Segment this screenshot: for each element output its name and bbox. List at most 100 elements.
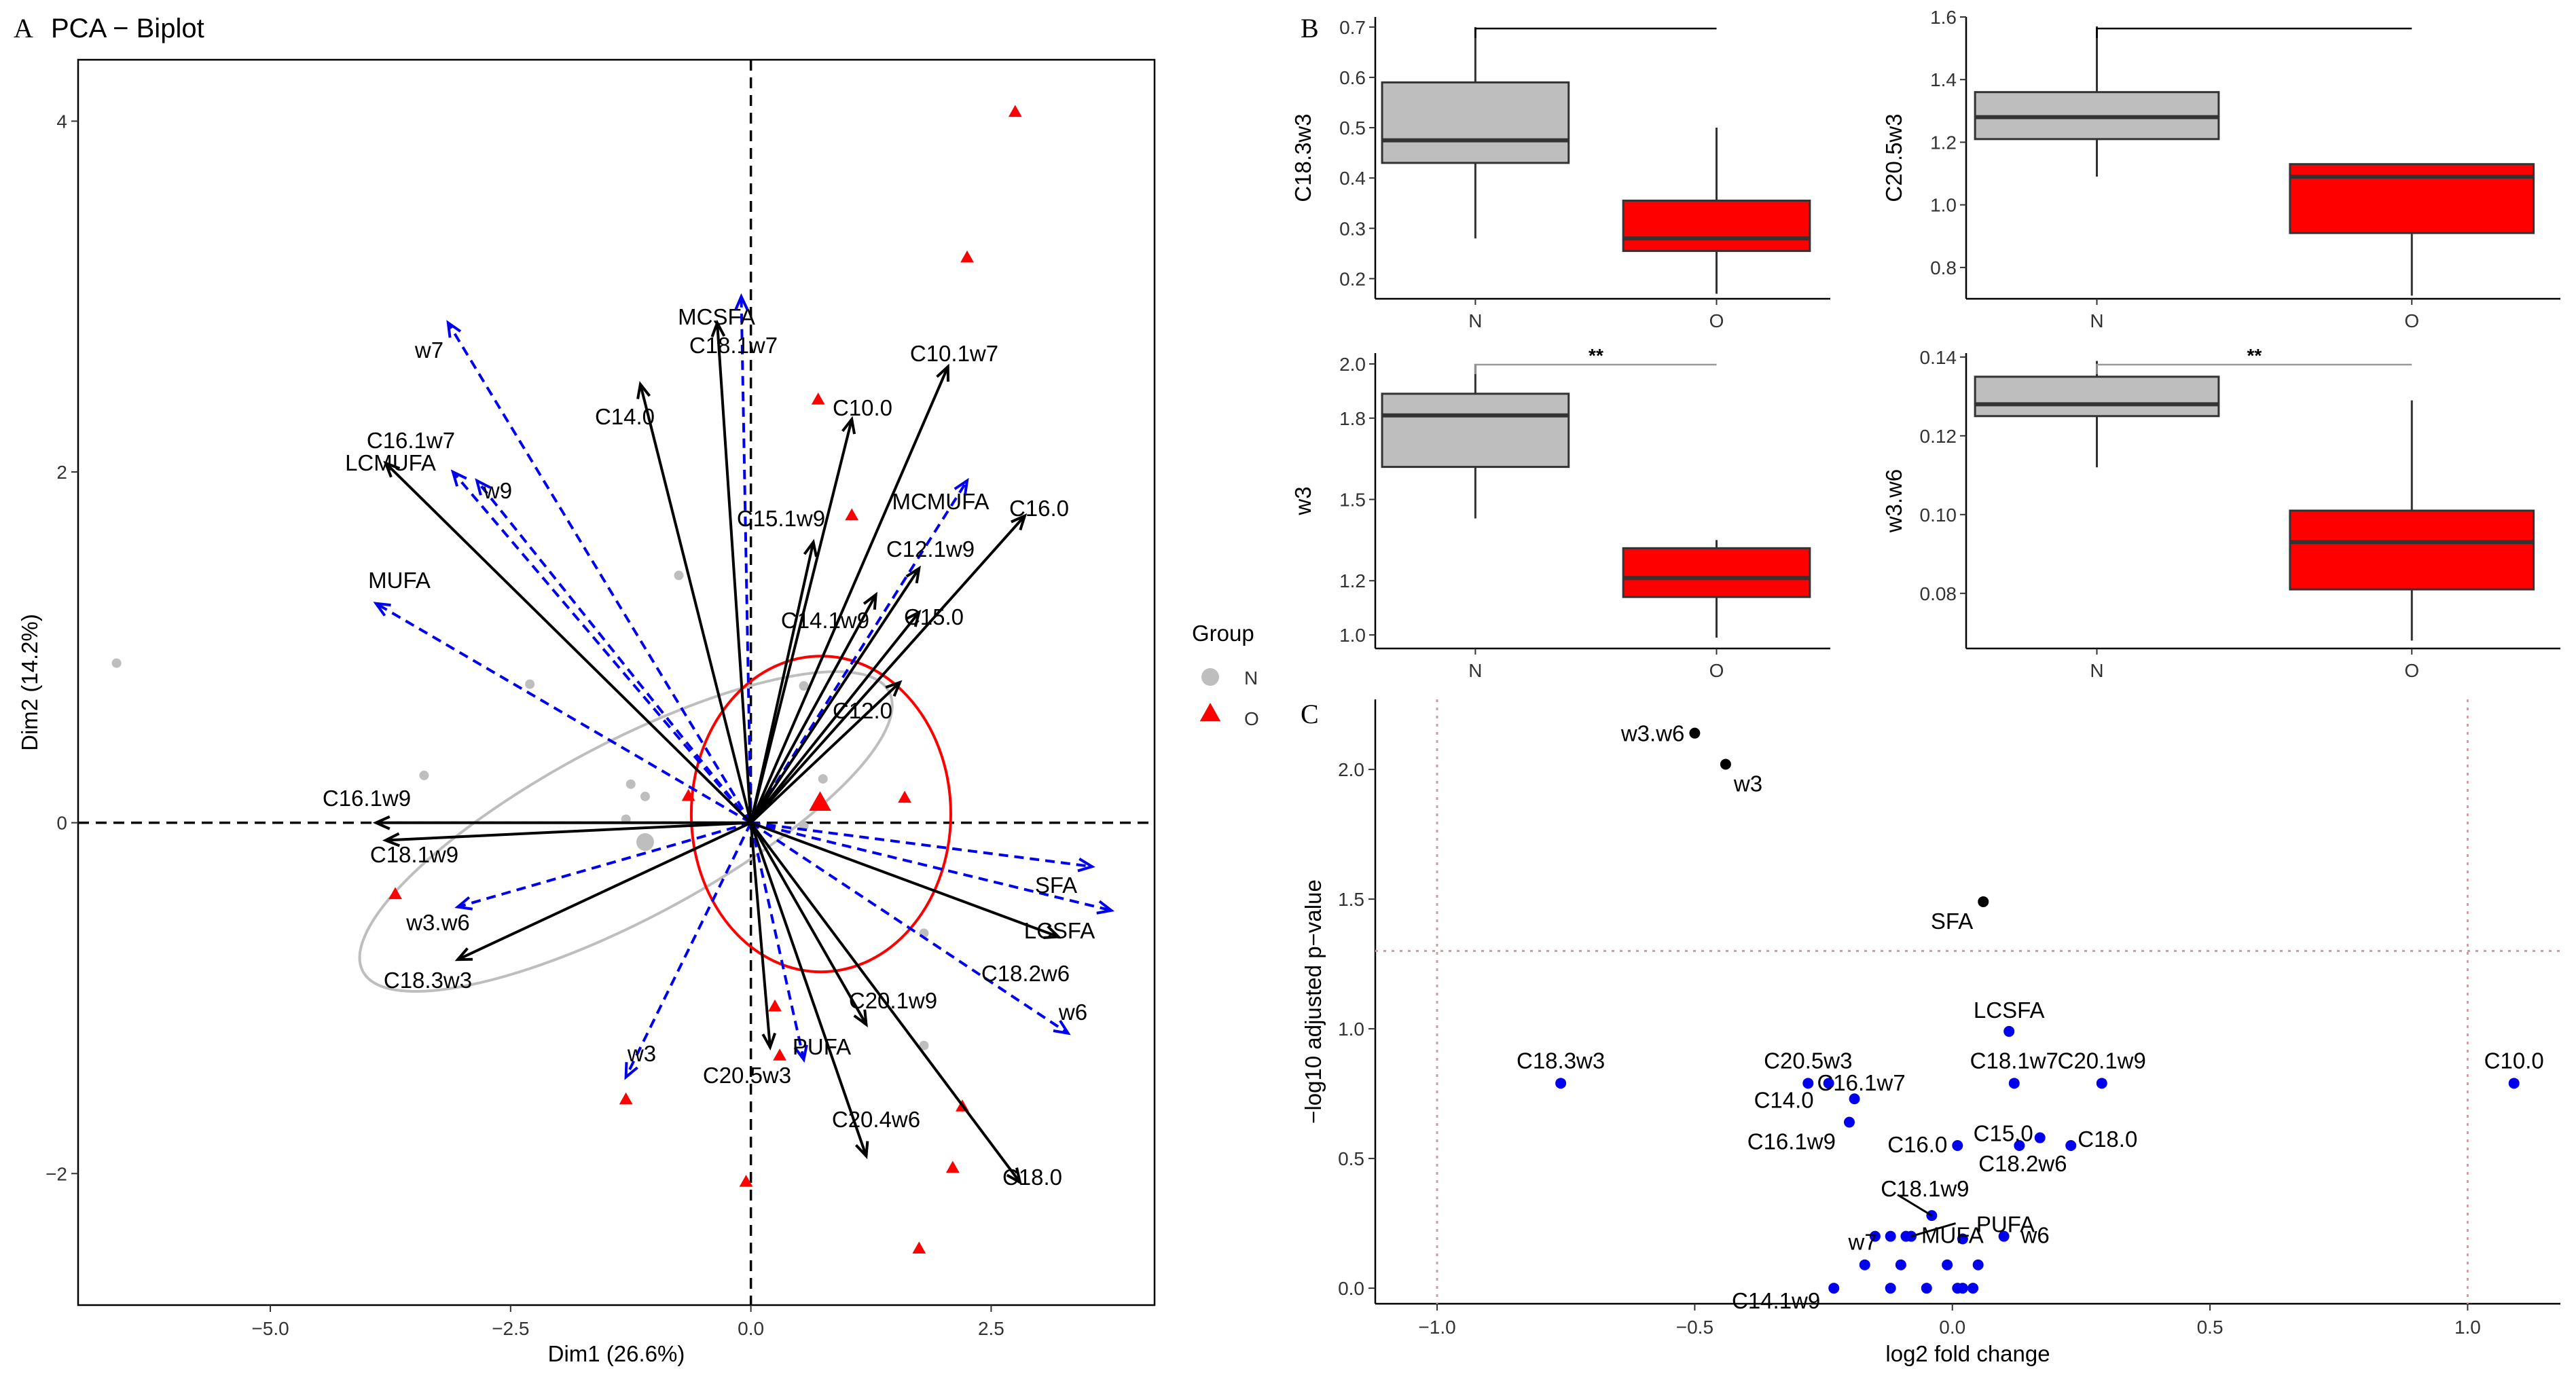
legend-swatch-o	[1199, 703, 1221, 722]
point-o	[945, 1160, 960, 1173]
volcano-point	[1849, 1093, 1860, 1105]
box-n	[1381, 392, 1570, 469]
volcano-label: MUFA	[1921, 1223, 1984, 1248]
volcano-point	[1895, 1259, 1906, 1270]
active-vector	[384, 462, 752, 824]
x-tick-label: −1.0	[1418, 1317, 1455, 1338]
active-arrowhead	[1006, 1167, 1022, 1186]
y-tick-label: 0.4	[1339, 168, 1366, 189]
volcano-label: C16.0	[1887, 1132, 1947, 1157]
volcano-point	[1957, 1283, 1968, 1294]
supp-arrowhead	[734, 293, 749, 311]
x-tick-label: O	[2404, 660, 2419, 681]
active-arrowhead	[885, 680, 903, 697]
volcano-label: C14.0	[1754, 1087, 1814, 1112]
supp-vector-label: MCSFA	[678, 304, 755, 329]
volcano-point	[1823, 1078, 1834, 1089]
volcano-label: C18.1w7	[1970, 1048, 2058, 1073]
y-tick-label: 0.08	[1920, 583, 1957, 604]
significance-bracket	[2096, 363, 2412, 374]
supp-vector	[750, 821, 1093, 868]
active-arrowhead	[905, 566, 921, 584]
plot-frame	[77, 58, 1156, 1306]
supp-arrowhead	[624, 1062, 638, 1080]
y-tick-label: 1.5	[1338, 889, 1364, 910]
volcano-point	[1859, 1259, 1870, 1270]
volcano-label: PUFA	[1976, 1212, 2035, 1237]
volcano-point	[2096, 1078, 2107, 1089]
active-vector-label: C14.0	[595, 404, 655, 429]
active-vector-label: C14.1w9	[781, 608, 869, 633]
point-o	[845, 508, 859, 521]
point-n	[919, 1040, 929, 1050]
x-tick-label: 0.5	[2197, 1317, 2224, 1338]
point-o	[388, 887, 402, 900]
x-tick-label: −2.5	[492, 1318, 529, 1339]
volcano-point	[2014, 1139, 2025, 1151]
y-tick-label: 0.2	[1339, 268, 1366, 289]
centroid-n	[636, 833, 654, 852]
active-vector-label: C18.1w9	[370, 842, 458, 867]
point-o	[912, 1241, 926, 1253]
supp-arrowhead	[475, 478, 491, 496]
point-o	[1008, 105, 1022, 117]
volcano-label: C18.3w3	[1517, 1048, 1605, 1073]
y-tick-label: 0.5	[1339, 117, 1366, 139]
y-tick-label: 2.0	[1339, 354, 1366, 375]
y-tick-label: 1.0	[1338, 1019, 1364, 1040]
volcano-label: C16.1w9	[1747, 1129, 1836, 1154]
volcano-point-significant	[1689, 727, 1701, 739]
point-o	[773, 1048, 786, 1061]
volcano-point	[1555, 1078, 1567, 1089]
y-tick-label: 0.0	[1338, 1278, 1364, 1299]
point-n	[640, 791, 650, 801]
supp-vector	[750, 821, 1069, 1035]
leader-line	[1897, 1194, 1933, 1217]
x-tick-label: N	[2090, 310, 2103, 331]
volcano-label: SFA	[1931, 909, 1973, 934]
active-vector-label: C12.0	[833, 698, 892, 723]
supp-vector-label: w3	[627, 1041, 656, 1066]
box-o	[1622, 199, 1811, 253]
supp-arrowhead	[793, 1044, 808, 1063]
y-tick-label: 0	[56, 813, 67, 834]
active-vector	[750, 515, 1026, 824]
active-arrowhead	[854, 1141, 869, 1160]
volcano-label: C10.0	[2484, 1048, 2544, 1073]
volcano-label: w3.w6	[1620, 721, 1685, 746]
supp-vector-label: LCMUFA	[345, 450, 436, 475]
active-arrowhead	[803, 538, 818, 557]
supp-vector	[452, 471, 752, 824]
volcano-label: C18.1w9	[1881, 1176, 1969, 1201]
x-tick-label: −5.0	[251, 1318, 289, 1339]
y-tick-label: 0.7	[1339, 17, 1366, 38]
supp-vector-label: LCSFA	[1024, 918, 1095, 943]
supp-arrowhead	[1053, 1019, 1071, 1036]
active-vector-label: C20.5w3	[703, 1063, 791, 1088]
legend-label-n: N	[1244, 667, 1258, 689]
pca-biplot-panel: A PCA − Biplot −5.0 −2.5 0.0 2.5 −2 0 2 4 Dim1 (26…	[14, 13, 1156, 1366]
volcano-point	[1967, 1283, 1979, 1294]
active-vector-label: C18.3w3	[384, 968, 472, 993]
x-tick-label: 0.0	[738, 1318, 764, 1339]
y-tick-label: 1.0	[1339, 625, 1366, 646]
volcano-point	[2003, 1025, 2015, 1037]
active-arrowhead	[761, 1032, 777, 1051]
active-vector-label: C16.1w9	[323, 786, 411, 811]
leader-line	[1910, 1222, 1956, 1238]
supp-arrowhead	[1077, 858, 1095, 873]
box-o	[2289, 509, 2535, 591]
volcano-point	[1802, 1078, 1814, 1089]
supp-vector-label: w6	[1058, 1000, 1087, 1025]
volcano-point	[1952, 1139, 1963, 1151]
box-o	[1622, 547, 1811, 598]
active-vector	[750, 681, 901, 824]
y-tick-label: 1.0	[1930, 195, 1957, 216]
active-vector-label: C18.1w7	[689, 333, 778, 358]
volcano-point	[2034, 1132, 2046, 1143]
active-arrowhead	[372, 815, 391, 830]
active-vector	[749, 822, 772, 1048]
active-vector	[638, 384, 752, 824]
centroid-o	[809, 791, 831, 811]
active-arrowhead	[454, 947, 473, 962]
